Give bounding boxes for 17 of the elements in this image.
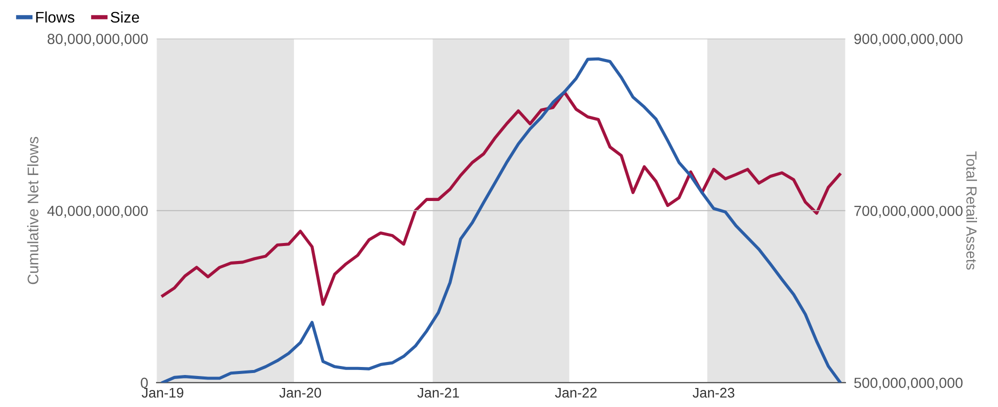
line-series bbox=[161, 57, 842, 383]
x-tick-label: Jan-21 bbox=[417, 388, 459, 398]
y-tick-label: 0 bbox=[140, 378, 148, 388]
legend-label: Size bbox=[110, 11, 140, 23]
y-tick-label: 40,000,000,000 bbox=[47, 206, 148, 218]
line-series bbox=[161, 90, 842, 306]
y-axis-title: Cumulative Net Flows bbox=[27, 136, 38, 284]
y-tick-label: 80,000,000,000 bbox=[48, 34, 148, 46]
x-tick-label: Jan-23 bbox=[692, 388, 734, 398]
legend-label: Flows bbox=[36, 11, 74, 23]
y2-tick-label: 500,000,000,000 bbox=[854, 378, 963, 390]
y2-axis-title: Total Retail Assets bbox=[966, 151, 977, 270]
y2-tick-label: 900,000,000,000 bbox=[854, 34, 963, 46]
x-tick-label: Jan-22 bbox=[555, 388, 597, 398]
x-tick-label: Jan-20 bbox=[279, 388, 322, 398]
y2-tick-label: 700,000,000,000 bbox=[854, 206, 963, 218]
x-tick-label: Jan-19 bbox=[142, 388, 184, 398]
